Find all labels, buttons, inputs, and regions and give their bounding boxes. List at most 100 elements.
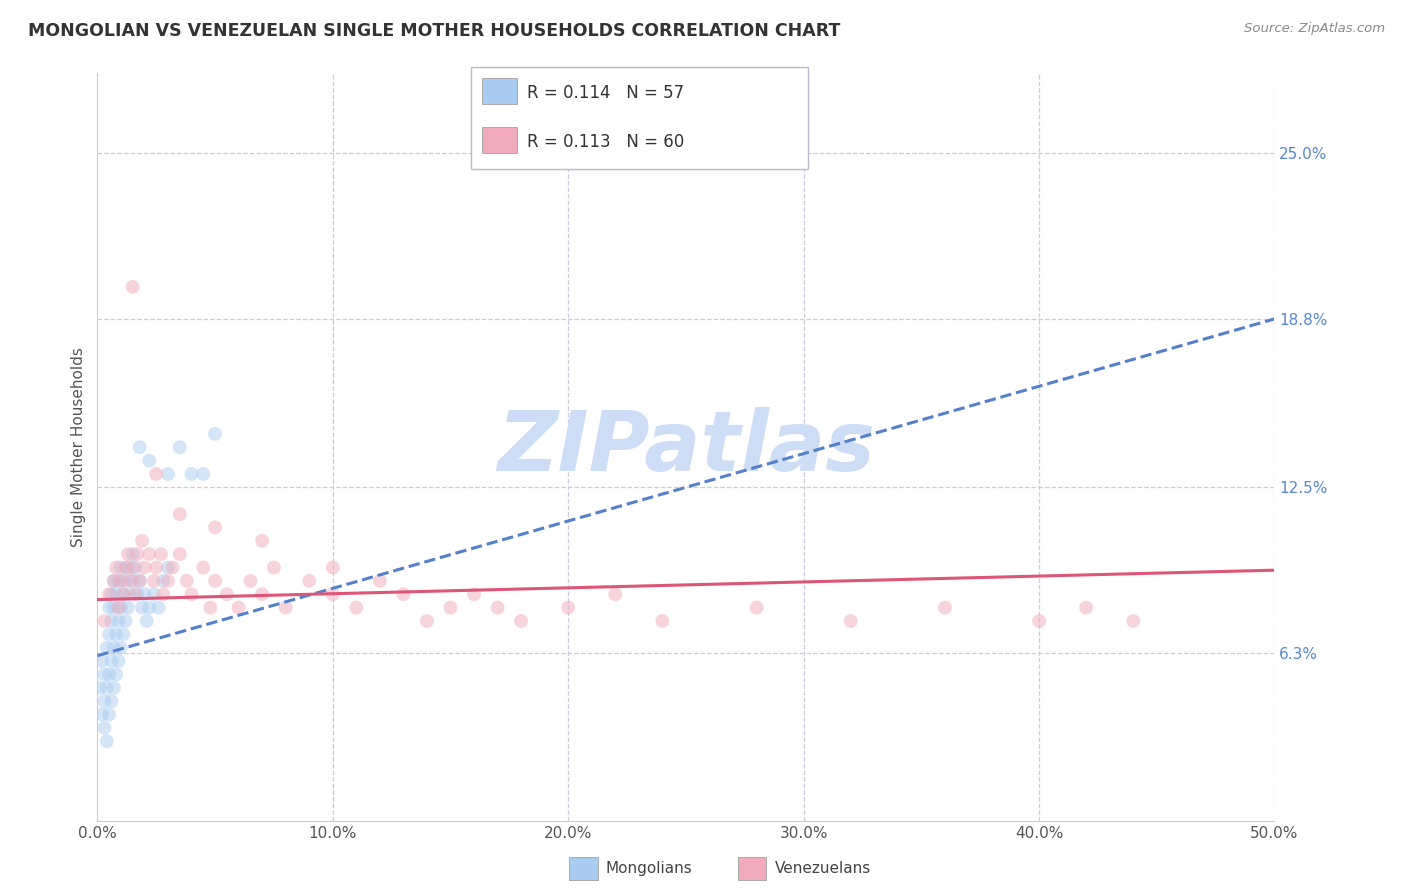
Point <box>105 587 128 601</box>
Point <box>322 587 344 601</box>
Point <box>117 547 139 561</box>
Point <box>128 574 150 588</box>
Point <box>96 681 118 695</box>
Point <box>322 560 344 574</box>
Point <box>204 520 226 534</box>
Point <box>200 600 222 615</box>
Text: R = 0.113   N = 60: R = 0.113 N = 60 <box>527 133 685 151</box>
Point <box>131 533 153 548</box>
Point <box>1028 614 1050 628</box>
Y-axis label: Single Mother Households: Single Mother Households <box>72 347 86 547</box>
Point <box>193 467 215 481</box>
Point <box>91 654 114 668</box>
Point <box>228 600 250 615</box>
Point <box>114 574 136 588</box>
Point <box>138 600 160 615</box>
Point <box>145 560 167 574</box>
Point <box>180 467 202 481</box>
Point <box>204 426 226 441</box>
Point <box>839 614 862 628</box>
Point <box>124 560 146 574</box>
Point <box>103 574 125 588</box>
Point <box>127 547 149 561</box>
Point <box>131 600 153 615</box>
Point <box>135 614 157 628</box>
Point <box>91 707 114 722</box>
Point <box>204 574 226 588</box>
Point <box>180 587 202 601</box>
Point <box>98 707 121 722</box>
Point <box>344 600 367 615</box>
Point <box>1122 614 1144 628</box>
Point <box>651 614 673 628</box>
Point <box>605 587 627 601</box>
Point <box>110 640 132 655</box>
Point <box>148 600 170 615</box>
Point <box>169 440 191 454</box>
Point <box>745 600 768 615</box>
Point <box>93 614 115 628</box>
Point <box>100 694 122 708</box>
Point <box>156 467 179 481</box>
Point <box>93 694 115 708</box>
Point <box>105 627 128 641</box>
Point <box>274 600 297 615</box>
Point <box>110 560 132 574</box>
Point <box>392 587 415 601</box>
Point <box>112 627 135 641</box>
Point <box>156 574 179 588</box>
Text: Mongolians: Mongolians <box>606 862 693 876</box>
Point <box>416 614 439 628</box>
Point <box>134 587 156 601</box>
Point <box>463 587 485 601</box>
Point <box>934 600 956 615</box>
Point <box>110 574 132 588</box>
Point <box>134 560 156 574</box>
Point <box>120 587 142 601</box>
Point <box>112 587 135 601</box>
Point <box>96 734 118 748</box>
Point <box>100 654 122 668</box>
Point <box>298 574 321 588</box>
Point <box>368 574 391 588</box>
Point <box>557 600 579 615</box>
Point <box>112 587 135 601</box>
Point <box>103 600 125 615</box>
Point <box>105 560 128 574</box>
Point <box>138 453 160 467</box>
Point <box>169 547 191 561</box>
Point <box>124 587 146 601</box>
Point <box>128 574 150 588</box>
Point <box>98 627 121 641</box>
Text: Venezuelans: Venezuelans <box>775 862 870 876</box>
Point <box>110 600 132 615</box>
Point <box>107 574 129 588</box>
Point <box>1076 600 1098 615</box>
Point <box>98 587 121 601</box>
Point <box>103 640 125 655</box>
Point <box>156 560 179 574</box>
Point <box>105 667 128 681</box>
Point <box>121 574 143 588</box>
Point <box>127 587 149 601</box>
Point <box>100 587 122 601</box>
Point <box>142 587 165 601</box>
Point <box>138 547 160 561</box>
Point <box>103 681 125 695</box>
Point <box>263 560 285 574</box>
Point <box>250 533 273 548</box>
Point <box>98 667 121 681</box>
Point <box>239 574 262 588</box>
Point <box>89 681 111 695</box>
Point <box>121 280 143 294</box>
Point <box>486 600 509 615</box>
Point <box>250 587 273 601</box>
Point <box>103 574 125 588</box>
Point <box>93 667 115 681</box>
Point <box>142 574 165 588</box>
Text: ZIPatlas: ZIPatlas <box>496 407 875 488</box>
Point <box>128 440 150 454</box>
Point <box>107 600 129 615</box>
Point <box>117 600 139 615</box>
Point <box>215 587 238 601</box>
